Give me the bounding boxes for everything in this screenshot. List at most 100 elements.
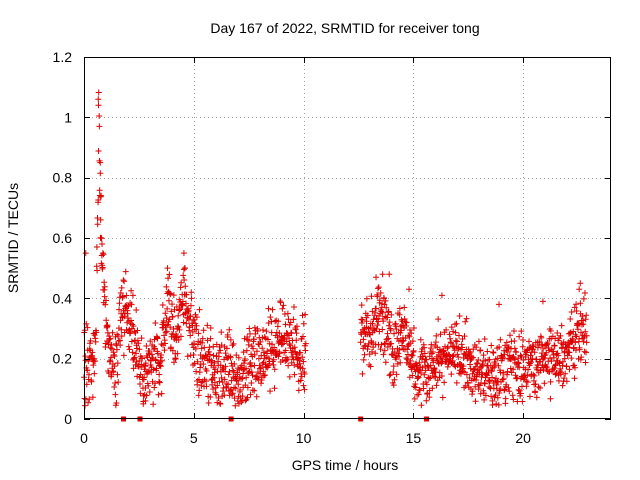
data-point bbox=[175, 312, 182, 319]
data-point bbox=[373, 305, 380, 312]
data-point bbox=[392, 320, 399, 327]
data-point bbox=[166, 271, 173, 278]
data-point bbox=[481, 396, 488, 403]
data-point bbox=[302, 311, 309, 318]
data-point bbox=[431, 373, 438, 380]
data-point bbox=[248, 343, 255, 350]
data-point bbox=[152, 380, 159, 387]
data-point bbox=[384, 330, 391, 337]
data-point bbox=[293, 323, 300, 330]
data-point bbox=[583, 312, 590, 319]
data-point bbox=[580, 295, 587, 302]
data-point bbox=[300, 320, 307, 327]
data-point bbox=[117, 342, 124, 349]
data-point bbox=[421, 344, 428, 351]
data-point bbox=[160, 317, 167, 324]
data-point bbox=[559, 362, 566, 369]
data-point bbox=[274, 334, 281, 341]
data-point bbox=[302, 340, 309, 347]
data-point bbox=[130, 355, 137, 362]
data-point bbox=[264, 348, 271, 355]
data-point bbox=[273, 329, 280, 336]
data-point bbox=[428, 341, 435, 348]
data-point bbox=[544, 340, 551, 347]
data-point bbox=[377, 290, 384, 297]
data-point bbox=[260, 372, 267, 379]
data-point bbox=[180, 272, 187, 279]
data-point bbox=[118, 333, 125, 340]
data-point bbox=[101, 279, 108, 286]
data-point bbox=[106, 336, 113, 343]
data-point bbox=[416, 387, 423, 394]
data-point bbox=[187, 313, 194, 320]
data-point bbox=[531, 349, 538, 356]
data-point bbox=[574, 326, 581, 333]
data-point bbox=[364, 312, 371, 319]
data-point bbox=[299, 354, 306, 361]
data-point bbox=[165, 297, 172, 304]
data-point bbox=[127, 329, 134, 336]
data-point bbox=[401, 316, 408, 323]
data-point bbox=[583, 339, 590, 346]
data-point bbox=[103, 297, 110, 304]
data-point bbox=[444, 363, 451, 370]
data-point bbox=[149, 378, 156, 385]
data-point bbox=[405, 286, 412, 293]
data-point bbox=[501, 386, 508, 393]
data-point bbox=[107, 335, 114, 342]
data-point bbox=[519, 337, 526, 344]
data-point bbox=[475, 338, 482, 345]
data-point bbox=[540, 345, 547, 352]
data-point bbox=[547, 327, 554, 334]
data-point bbox=[163, 314, 170, 321]
data-point bbox=[515, 386, 522, 393]
data-point bbox=[541, 380, 548, 387]
data-point bbox=[221, 376, 228, 383]
data-point bbox=[214, 382, 221, 389]
data-point bbox=[503, 381, 510, 388]
data-point bbox=[409, 338, 416, 345]
x-tick-label: 0 bbox=[80, 430, 88, 446]
data-point bbox=[388, 340, 395, 347]
data-point bbox=[276, 330, 283, 337]
data-point bbox=[152, 320, 159, 327]
data-point bbox=[120, 352, 127, 359]
data-point bbox=[516, 333, 523, 340]
data-point bbox=[385, 309, 392, 316]
data-point bbox=[490, 349, 497, 356]
data-point bbox=[563, 378, 570, 385]
data-point bbox=[568, 355, 575, 362]
data-point bbox=[373, 325, 380, 332]
data-point bbox=[482, 357, 489, 364]
data-point bbox=[565, 344, 572, 351]
data-point bbox=[196, 387, 203, 394]
data-point bbox=[550, 366, 557, 373]
data-point bbox=[217, 401, 224, 407]
data-point bbox=[423, 397, 430, 404]
data-point bbox=[94, 215, 101, 222]
data-point bbox=[449, 357, 456, 364]
data-point bbox=[161, 332, 168, 339]
data-point bbox=[170, 292, 177, 299]
data-point bbox=[187, 332, 194, 339]
data-point bbox=[526, 338, 533, 345]
data-point bbox=[107, 354, 114, 361]
data-point bbox=[510, 396, 517, 403]
data-point bbox=[358, 316, 365, 323]
data-point bbox=[450, 352, 457, 359]
data-point bbox=[177, 333, 184, 340]
data-point bbox=[488, 342, 495, 349]
data-point bbox=[484, 372, 491, 379]
data-point bbox=[551, 365, 558, 372]
data-point bbox=[302, 347, 309, 354]
data-point bbox=[484, 348, 491, 355]
data-point bbox=[358, 302, 365, 309]
data-point bbox=[230, 340, 237, 347]
data-point bbox=[89, 349, 96, 356]
data-point bbox=[126, 330, 133, 337]
data-point bbox=[265, 305, 272, 312]
data-point bbox=[277, 299, 284, 306]
data-point bbox=[251, 362, 258, 369]
data-point bbox=[403, 319, 410, 326]
